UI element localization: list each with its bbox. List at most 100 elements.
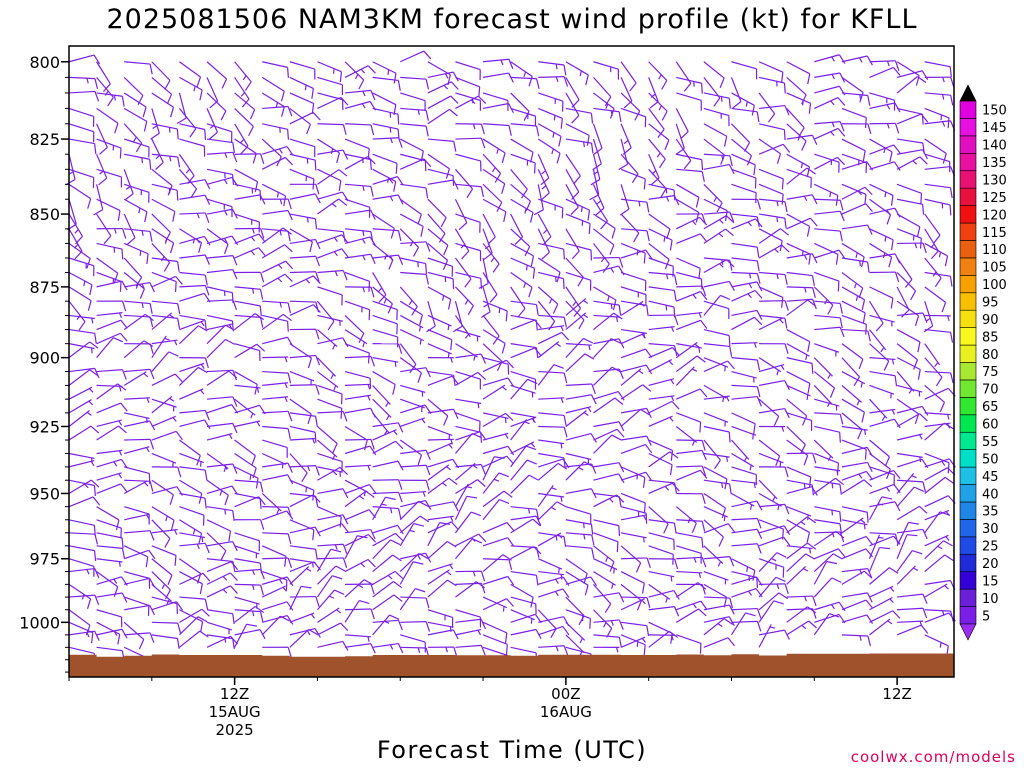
wind-barb xyxy=(620,300,649,316)
wind-barb xyxy=(206,479,229,506)
wind-barb xyxy=(510,384,536,398)
wind-barb xyxy=(455,370,481,390)
wind-barb xyxy=(262,410,293,422)
wind-barb xyxy=(648,92,668,121)
wind-barb xyxy=(206,268,238,280)
wind-barb xyxy=(676,319,708,331)
wind-barb xyxy=(565,452,592,464)
wind-barb xyxy=(841,592,873,603)
wind-barb xyxy=(703,328,731,346)
wind-barb xyxy=(869,343,890,371)
wind-barb xyxy=(482,634,508,655)
wind-barb xyxy=(924,412,951,420)
wind-barb xyxy=(510,459,537,481)
wind-barb xyxy=(538,645,569,656)
wind-barb xyxy=(565,571,589,596)
wind-barb xyxy=(731,281,763,292)
wind-barb xyxy=(317,149,349,160)
wind-barb xyxy=(123,213,136,246)
wind-barb xyxy=(178,366,208,386)
wind-barb xyxy=(841,548,873,560)
wind-barb xyxy=(400,107,429,121)
wind-barb xyxy=(593,545,615,572)
wind-barb xyxy=(234,384,261,393)
wind-barb xyxy=(676,343,703,353)
wind-barb xyxy=(400,398,425,413)
wind-barb xyxy=(676,556,707,568)
wind-barb xyxy=(758,138,782,164)
wind-barb xyxy=(151,61,171,90)
wind-barb xyxy=(179,362,205,373)
wind-barb xyxy=(537,286,559,314)
wind-barb xyxy=(455,570,486,582)
wind-barb xyxy=(151,243,171,272)
wind-barb xyxy=(648,634,675,641)
wind-barb xyxy=(758,407,790,419)
wind-barb xyxy=(344,425,368,451)
wind-barb xyxy=(648,519,677,534)
wind-barb xyxy=(565,169,580,200)
wind-barb xyxy=(234,107,254,136)
wind-barb xyxy=(68,369,99,386)
wind-barb xyxy=(896,113,929,125)
wind-barb xyxy=(455,61,481,81)
wind-barb xyxy=(924,609,954,622)
wind-barb xyxy=(813,613,840,636)
wind-barb xyxy=(454,538,483,560)
wind-barb xyxy=(758,61,784,83)
wind-barb xyxy=(786,286,816,298)
wind-barb xyxy=(344,394,371,401)
wind-barb xyxy=(730,612,756,636)
x-axis-title: Forecast Time (UTC) xyxy=(377,736,647,764)
wind-barb xyxy=(234,271,265,283)
wind-barb xyxy=(510,271,533,298)
wind-barb xyxy=(399,198,422,225)
colorbar-swatch xyxy=(959,170,977,189)
wind-barb xyxy=(206,61,228,89)
wind-barb xyxy=(151,198,176,222)
wind-barb xyxy=(262,61,289,78)
wind-barb xyxy=(151,571,171,600)
wind-barb xyxy=(68,90,100,102)
wind-barb xyxy=(482,315,500,345)
wind-barb xyxy=(234,77,250,108)
credit-link[interactable]: coolwx.com/models xyxy=(851,748,1016,766)
wind-barb xyxy=(179,284,210,296)
wind-barb xyxy=(620,348,653,359)
wind-barb xyxy=(924,534,950,547)
wind-barb xyxy=(758,525,791,535)
wind-barb xyxy=(841,271,864,299)
wind-barb xyxy=(289,612,315,623)
wind-barb xyxy=(206,77,219,109)
wind-barb xyxy=(96,369,127,380)
wind-barb xyxy=(206,585,238,598)
wind-barb xyxy=(289,479,315,501)
wind-barb xyxy=(924,467,956,481)
wind-barb xyxy=(538,625,570,636)
wind-barb xyxy=(372,194,404,205)
wind-barb xyxy=(179,320,205,331)
wind-barb xyxy=(400,634,426,653)
wind-barb xyxy=(262,396,289,403)
colorbar-label: 50 xyxy=(982,452,999,467)
wind-barb xyxy=(896,213,921,238)
wind-barb xyxy=(151,558,173,586)
wind-barb xyxy=(482,58,514,70)
wind-barb xyxy=(869,92,896,111)
wind-barb xyxy=(372,479,403,490)
wind-barb xyxy=(455,618,486,630)
colorbar-label: 30 xyxy=(982,522,999,537)
wind-barb xyxy=(68,54,101,65)
wind-barb xyxy=(814,85,846,96)
wind-barb xyxy=(68,328,97,344)
wind-barb xyxy=(896,384,923,397)
wind-barb xyxy=(510,419,530,441)
wind-barb xyxy=(344,558,376,573)
wind-barb xyxy=(620,571,645,594)
wind-barb xyxy=(317,92,344,111)
colorbar-label: 15 xyxy=(982,574,999,589)
wind-barb xyxy=(758,452,784,468)
wind-barb xyxy=(372,176,404,186)
wind-barb xyxy=(869,398,888,421)
wind-barb xyxy=(317,169,348,185)
